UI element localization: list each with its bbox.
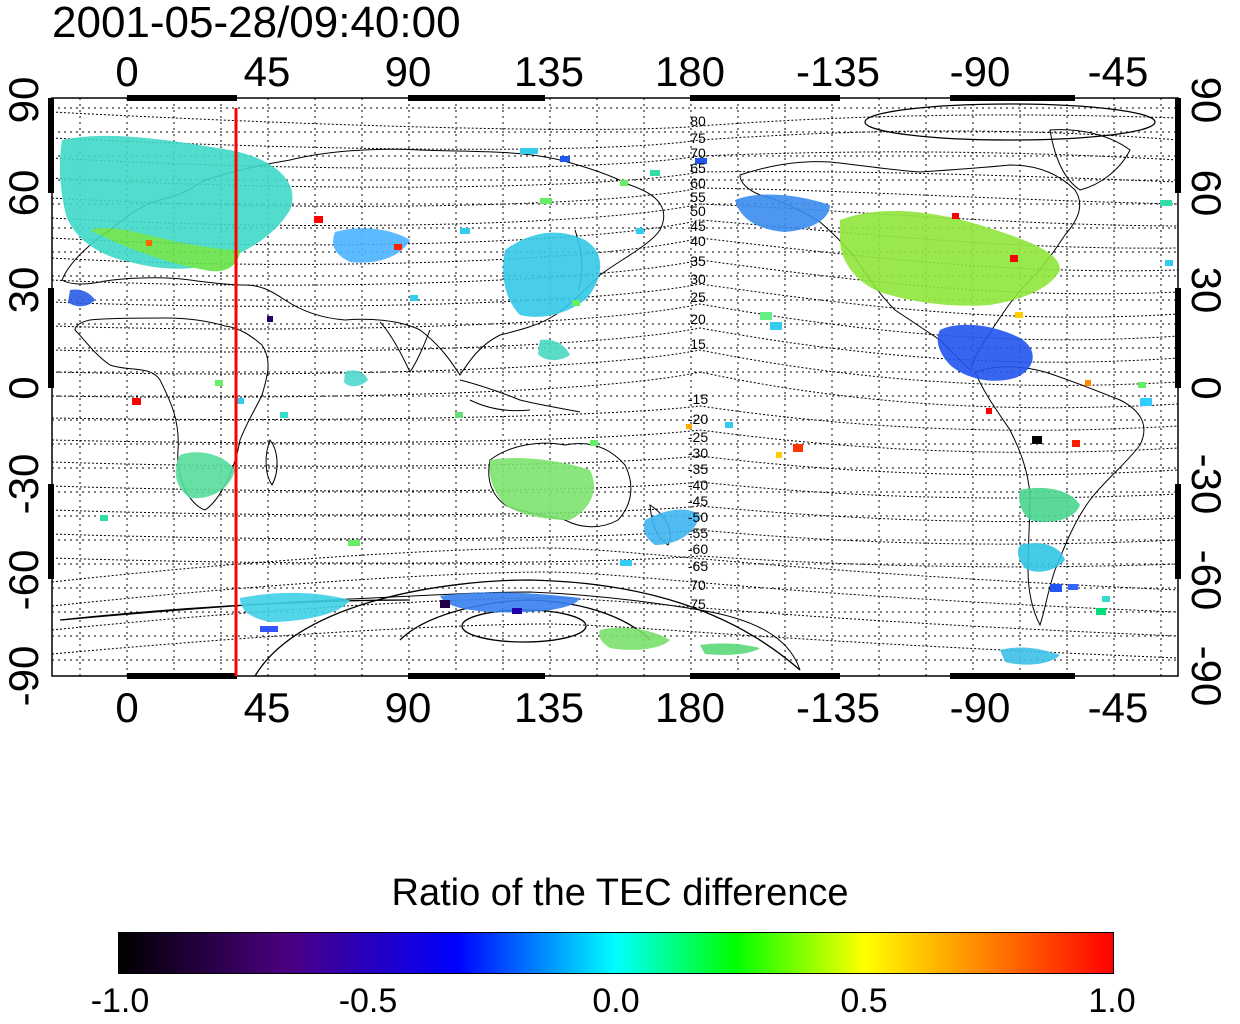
bottom-lon-label: -45: [1088, 684, 1149, 731]
contour-label: 55: [690, 189, 706, 205]
contour-label: 70: [690, 145, 706, 161]
left-lat-label: -90: [0, 646, 47, 707]
top-lon-label: 45: [244, 48, 291, 95]
top-longitude-labels: 0 45 90 135 180 -135 -90 -45: [115, 48, 1148, 95]
contour-label: 30: [690, 271, 706, 287]
contour-label: -25: [688, 429, 708, 445]
contour-label: 70: [690, 577, 706, 593]
north-pole-contour: [864, 103, 1156, 141]
contour-label: 25: [690, 289, 706, 305]
top-lon-label: -135: [796, 48, 880, 95]
colorbar-tick-label: 0.5: [840, 982, 888, 1020]
right-lat-label: -90: [1183, 646, 1230, 707]
top-lon-label: 0: [115, 48, 138, 95]
right-lat-label: 30: [1183, 267, 1230, 314]
contour-label: 65: [690, 160, 706, 176]
right-lat-label: 60: [1183, 170, 1230, 217]
top-lon-label: -90: [950, 48, 1011, 95]
contour-label: 35: [690, 253, 706, 269]
contour-label: -65: [688, 558, 708, 574]
bottom-lon-label: 90: [385, 684, 432, 731]
tec-data-cells: [59, 135, 1080, 665]
timestamp-title: 2001-05-28/09:40:00: [52, 0, 461, 47]
right-lat-label: 90: [1183, 77, 1230, 124]
contour-label: 80: [690, 113, 706, 129]
contour-label: -55: [688, 525, 708, 541]
left-lat-label: -30: [0, 454, 47, 515]
colorbar: [118, 932, 1114, 974]
bottom-lon-label: 180: [655, 684, 725, 731]
top-lon-label: 135: [514, 48, 584, 95]
left-latitude-labels: 90 60 30 0 -30 -60 -90: [0, 77, 47, 707]
contour-label: 75: [690, 130, 706, 146]
colorbar-title: Ratio of the TEC difference: [391, 872, 849, 914]
colorbar-tick-label: -0.5: [338, 982, 398, 1020]
right-lat-label: -60: [1183, 550, 1230, 611]
right-lat-label: 0: [1183, 376, 1230, 399]
contour-label: -20: [688, 411, 708, 427]
bottom-longitude-labels: 0 45 90 135 180 -135 -90 -45: [115, 684, 1148, 731]
left-lat-label: 90: [0, 77, 47, 124]
contour-label: -60: [688, 541, 708, 557]
tec-scatter-cells: [100, 148, 1173, 632]
top-lon-label: 90: [385, 48, 432, 95]
left-lat-label: 30: [0, 267, 47, 314]
contour-label: 40: [690, 233, 706, 249]
top-lon-label: 180: [655, 48, 725, 95]
colorbar-tick-label: -1.0: [90, 982, 150, 1020]
left-lat-label: 0: [0, 376, 47, 399]
bottom-lon-label: -135: [796, 684, 880, 731]
left-lat-label: -60: [0, 550, 47, 611]
bottom-lon-label: -90: [950, 684, 1011, 731]
contour-label: 45: [690, 218, 706, 234]
contour-label: 75: [690, 596, 706, 612]
contour-label: 20: [690, 311, 706, 327]
contour-label: -45: [688, 493, 708, 509]
top-lon-label: -45: [1088, 48, 1149, 95]
bottom-lon-label: 0: [115, 684, 138, 731]
contour-label: -35: [688, 461, 708, 477]
contour-label: 15: [690, 336, 706, 352]
colorbar-tick-label: 1.0: [1088, 982, 1136, 1020]
frame-ticks: [48, 95, 1181, 679]
colorbar-tick-label: 0.0: [592, 982, 640, 1020]
contour-label: -40: [688, 477, 708, 493]
contour-label: -50: [688, 509, 708, 525]
right-latitude-labels: 90 60 30 0 -30 -60 -90: [1183, 77, 1230, 707]
right-lat-label: -30: [1183, 454, 1230, 515]
contour-label: -15: [688, 391, 708, 407]
contour-label: -30: [688, 445, 708, 461]
left-lat-label: 60: [0, 170, 47, 217]
bottom-lon-label: 135: [514, 684, 584, 731]
bottom-lon-label: 45: [244, 684, 291, 731]
contour-value-labels: 8075706560555045403530252015-15-20-25-30…: [688, 113, 708, 612]
contour-label: 60: [690, 175, 706, 191]
contour-label: 50: [690, 203, 706, 219]
